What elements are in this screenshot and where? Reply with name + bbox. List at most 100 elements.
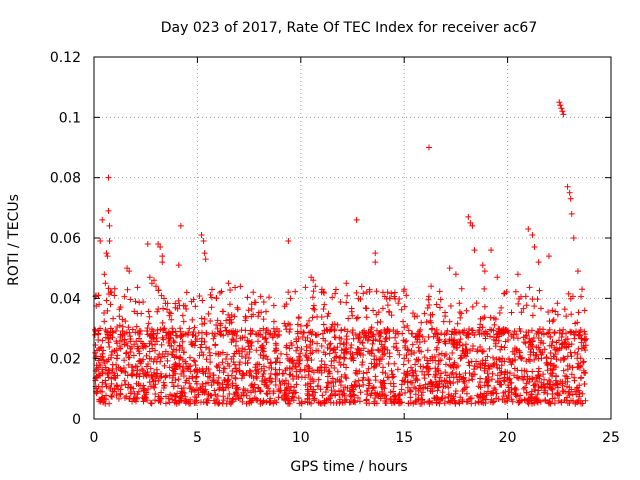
data-point [457,355,464,362]
data-point [226,362,233,369]
data-point [232,342,239,349]
data-point [277,350,284,357]
data-point [357,296,364,303]
data-point [111,285,118,292]
data-point [563,313,570,320]
data-point [306,317,313,324]
data-point [243,351,250,358]
data-point [270,318,277,325]
data-point [155,397,162,404]
data-point [448,363,455,370]
data-point [466,362,473,369]
data-point [560,388,567,395]
data-point [277,381,284,388]
data-point [166,335,173,342]
data-point [409,341,416,348]
data-point [351,397,358,404]
data-point [404,346,411,353]
data-point [99,366,106,373]
data-point [224,377,231,384]
data-point [436,400,443,407]
data-point [201,316,208,323]
data-point [464,330,471,337]
data-point [583,335,590,342]
x-tick-label: 25 [602,430,620,446]
data-point [134,363,141,370]
data-point [472,400,479,407]
data-point [175,262,182,269]
data-point [477,384,484,391]
data-point [170,346,177,353]
data-point [535,365,542,372]
data-point [115,395,122,402]
data-point [352,331,359,338]
data-point [433,301,440,308]
data-point [517,392,524,399]
data-point [222,324,229,331]
data-point [413,372,420,379]
data-point [421,338,428,345]
data-point [457,314,464,321]
data-point [580,358,587,365]
data-point [448,331,455,338]
data-point [381,327,388,334]
data-point [97,238,104,245]
data-point [558,334,565,341]
data-point [282,377,289,384]
data-point [482,396,489,403]
data-point [318,369,325,376]
data-point [418,348,425,355]
data-point [177,363,184,370]
x-axis-title: GPS time / hours [290,459,407,475]
data-point [381,392,388,399]
data-point [220,393,227,400]
data-point [520,376,527,383]
data-point [337,354,344,361]
data-point [298,400,305,407]
data-point [230,337,237,344]
data-point [514,335,521,342]
data-point [199,383,206,390]
data-point [494,372,501,379]
data-point [153,373,160,380]
data-point [446,318,453,325]
data-point [295,360,302,367]
data-point [155,241,162,248]
data-point [337,299,344,306]
data-point [359,329,366,336]
data-point [273,325,280,332]
data-point [258,309,265,316]
data-point [581,307,588,314]
data-point [565,290,572,297]
data-point [279,394,286,401]
data-point [274,355,281,362]
data-point [354,345,361,352]
data-point [574,364,581,371]
data-point [339,399,346,406]
data-point [519,354,526,361]
data-point [403,337,410,344]
data-point [292,389,299,396]
data-point [407,394,414,401]
data-point [481,365,488,372]
data-point [469,222,476,229]
data-point [526,284,533,291]
data-point [93,366,100,373]
data-point [149,375,156,382]
data-point [121,377,128,384]
data-point [481,314,488,321]
data-point [354,314,361,321]
data-point [232,284,239,291]
data-point [215,374,222,381]
data-point [125,324,132,331]
data-point [395,300,402,307]
data-point [156,395,163,402]
data-point [292,288,299,295]
data-point [563,373,570,380]
data-point [474,348,481,355]
data-point [176,399,183,406]
data-point [411,349,418,356]
data-point [581,380,588,387]
data-point [237,335,244,342]
data-point [365,365,372,372]
